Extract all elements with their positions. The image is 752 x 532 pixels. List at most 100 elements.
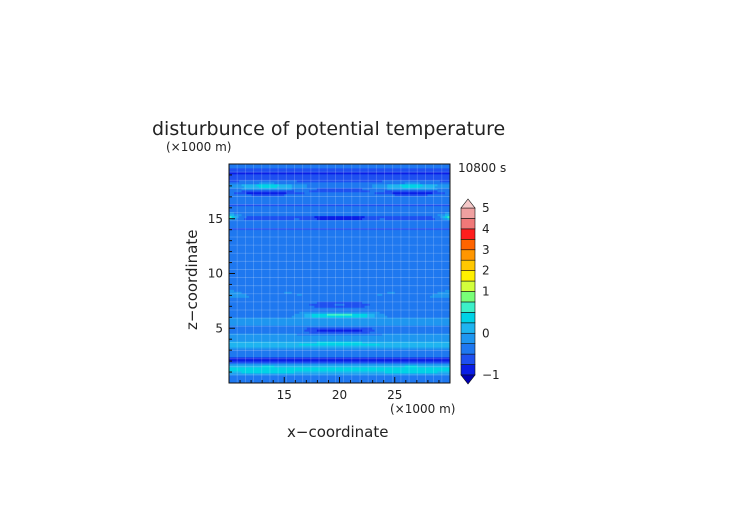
colorbar-max-arrow (460, 198, 476, 209)
contour-cell (229, 311, 300, 314)
contour-cell (229, 307, 451, 310)
contour-cell (384, 217, 436, 221)
contour-cell (229, 269, 451, 272)
contour-cell (316, 217, 363, 221)
contour-cell (306, 327, 373, 330)
colorbar-label: 1 (482, 285, 490, 299)
contour-cell (229, 205, 451, 209)
contour-cell (309, 303, 335, 306)
contour-cell (229, 353, 451, 356)
contour-cell (367, 313, 376, 316)
contour-cell (404, 365, 418, 368)
contour-cell (306, 185, 373, 189)
contour-cell (229, 251, 451, 254)
plot-area (229, 164, 451, 384)
contour-cell (229, 199, 451, 203)
contour-cell (387, 185, 403, 189)
contour-cell (229, 375, 451, 378)
contour-cell (362, 301, 451, 304)
contour-cell (442, 217, 448, 221)
contour-cell (387, 183, 401, 187)
contour-cell (229, 219, 451, 223)
colorbar-segment (460, 291, 476, 303)
contour-cell (229, 253, 451, 256)
contour-cell (387, 315, 451, 318)
contour-cell (377, 293, 383, 296)
colorbar-segment (460, 312, 476, 324)
contour-cell (372, 185, 388, 189)
contour-cell (229, 339, 451, 342)
contour-cell (241, 187, 293, 191)
time-label: 10800 s (458, 161, 506, 175)
contour-cell (229, 303, 310, 306)
contour-cell (314, 305, 366, 308)
contour-cell (284, 193, 396, 197)
contour-cell (229, 227, 451, 231)
contour-cell (229, 371, 242, 374)
grid-lines (229, 164, 450, 383)
contour-cell (229, 301, 318, 304)
contour-cell (244, 217, 295, 221)
contour-cell (229, 231, 451, 235)
contour-cell (229, 361, 451, 364)
contour-cell (229, 197, 451, 201)
contour-cell (291, 183, 308, 187)
contour-cell (229, 203, 451, 207)
colorbar-segment (460, 364, 476, 376)
contour-cell (229, 331, 310, 334)
contour-cell (286, 191, 305, 195)
contour-cell (437, 291, 451, 294)
colorbar-min-arrow (460, 374, 476, 385)
contour-cell (229, 164, 451, 167)
contour-cell (241, 189, 295, 193)
contour-cell (384, 371, 438, 374)
contour-cell (437, 187, 451, 191)
contour-cell (299, 217, 318, 221)
colorbar-segment (460, 270, 476, 282)
contour-cell (379, 217, 386, 221)
contour-cell (229, 275, 451, 278)
contour-cell (229, 235, 451, 239)
contour-cell (334, 303, 345, 306)
contour-cell (229, 327, 308, 330)
contour-cell (352, 313, 368, 316)
contour-cell (382, 293, 433, 296)
contour-cell (304, 313, 313, 316)
contour-cell (236, 215, 240, 219)
contour-cell (229, 241, 451, 245)
contour-cell (229, 189, 242, 193)
colorbar-segment (460, 239, 476, 251)
contour-cell (229, 225, 451, 229)
y-tick-label: 10 (208, 267, 223, 281)
y-axis-label: z−coordinate (183, 230, 201, 330)
contour-cell (229, 185, 245, 189)
contour-cell (229, 223, 451, 227)
contour-cell (291, 291, 388, 294)
contour-cell (447, 217, 451, 221)
contour-cell (229, 255, 451, 258)
colorbar-label: 5 (482, 201, 490, 215)
contour-cell (291, 187, 318, 191)
contour-cell (259, 181, 275, 185)
contour-cell (229, 337, 451, 340)
contour-cell (229, 181, 260, 185)
contour-cell (372, 183, 388, 187)
contour-cell (229, 323, 451, 326)
contour-cell (434, 185, 451, 189)
contour-cell (362, 329, 376, 332)
colorbar-segment (460, 280, 476, 292)
contour-cell (229, 313, 295, 316)
x-tick-label: 25 (387, 388, 402, 402)
contour-cell (362, 217, 381, 221)
contour-cell (229, 349, 451, 352)
contour-cell (316, 341, 363, 344)
contour-cell (229, 373, 451, 376)
contour-cell (229, 167, 451, 171)
contour-cell (229, 351, 451, 354)
contour-cell (229, 263, 451, 266)
contour-cell (367, 315, 376, 318)
contour-cell (229, 171, 451, 175)
contour-cell (229, 173, 451, 177)
contour-cell (316, 187, 363, 191)
